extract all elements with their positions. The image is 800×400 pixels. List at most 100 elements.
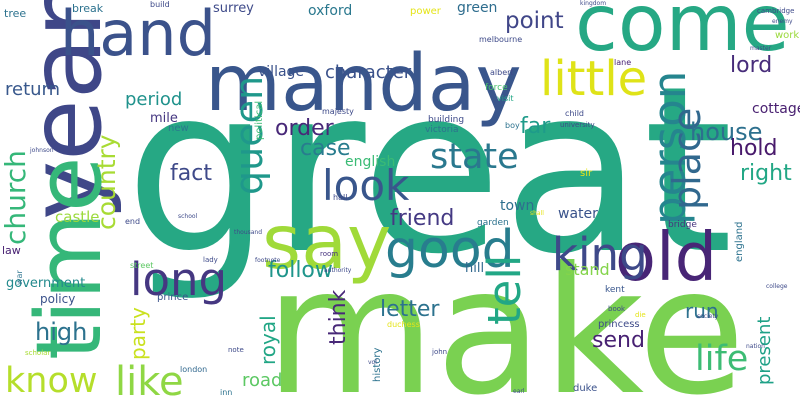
word-character: character: [325, 62, 412, 83]
word-king: king: [552, 228, 648, 281]
word-enemy: enemy: [772, 18, 793, 25]
word-lady: lady: [203, 256, 218, 264]
word-point: point: [505, 8, 564, 34]
word-fact: fact: [170, 161, 212, 186]
word-duchess: duchess: [387, 320, 420, 329]
word-scholar: scholar: [25, 349, 50, 357]
word-society: society: [697, 313, 719, 320]
word-life: life: [695, 339, 748, 379]
word-send: send: [592, 328, 645, 353]
word-town: town: [500, 198, 534, 214]
word-earl: earl: [513, 388, 525, 395]
word-like: like: [115, 359, 184, 400]
word-boy: boy: [505, 121, 520, 130]
word-party: party: [126, 307, 150, 360]
word-look: look: [322, 161, 410, 210]
word-authority: authority: [324, 267, 352, 274]
word-visit: visit: [497, 94, 513, 103]
word-hold: hold: [730, 136, 777, 161]
word-run: run: [685, 299, 719, 323]
word-state: state: [430, 137, 519, 177]
word-john: john: [431, 348, 447, 356]
word-church: church: [0, 150, 32, 245]
word-garden: garden: [477, 218, 509, 228]
word-lord: lord: [730, 53, 772, 78]
word-sir: sir: [580, 168, 593, 179]
word-road: road: [242, 370, 282, 391]
word-shall: shall: [530, 210, 544, 217]
word-great: great: [125, 38, 733, 305]
word-royal: royal: [256, 315, 280, 365]
word-follow: follow: [268, 258, 333, 283]
word-mile: mile: [150, 111, 178, 126]
word-castle: castle: [55, 208, 100, 226]
word-house: house: [690, 118, 762, 146]
word-present: present: [754, 317, 775, 385]
word-bridge: bridge: [668, 220, 697, 230]
word-hand: hand: [60, 0, 216, 70]
word-die: die: [635, 311, 646, 319]
word-master: master: [750, 45, 772, 52]
word-right: right: [740, 161, 792, 186]
word-note: note: [228, 346, 244, 354]
word-work: work: [775, 30, 799, 41]
word-long: long: [130, 253, 227, 306]
word-make: make: [265, 231, 745, 400]
word-building: building: [428, 115, 464, 125]
word-street: street: [130, 261, 153, 270]
word-english: english: [345, 154, 395, 170]
word-policy: policy: [40, 292, 75, 306]
word-majesty: majesty: [322, 107, 354, 116]
word-return: return: [5, 79, 60, 100]
word-order: order: [275, 116, 335, 141]
word-inn: inn: [220, 388, 232, 397]
word-water: water: [558, 206, 598, 222]
word-lane: lane: [614, 58, 631, 67]
word-think: think: [326, 289, 351, 345]
word-war: war: [15, 270, 24, 285]
word-queen: queen: [227, 76, 271, 195]
word-kent: kent: [605, 285, 625, 295]
word-green: green: [457, 0, 497, 16]
word-case: case: [300, 136, 351, 161]
word-tell: tell: [478, 255, 531, 325]
word-say: say: [262, 198, 391, 286]
word-force: force: [485, 83, 508, 93]
word-power: power: [410, 6, 442, 17]
word-child: child: [565, 109, 584, 118]
word-good: good: [385, 220, 515, 280]
word-little: little: [540, 51, 647, 107]
word-victoria: victoria: [425, 125, 459, 135]
word-government: government: [6, 276, 85, 291]
word-melbourne: melbourne: [479, 35, 522, 44]
word-oxford: oxford: [308, 3, 352, 19]
word-college: college: [766, 283, 788, 290]
word-high: high: [35, 318, 87, 346]
word-know: know: [5, 361, 98, 400]
word-england: england: [734, 222, 745, 262]
word-tree: tree: [4, 7, 26, 20]
word-stand: stand: [565, 260, 610, 279]
word-kingdom: kingdom: [580, 0, 606, 7]
word-far: far: [520, 114, 551, 139]
word-end: end: [125, 217, 140, 226]
word-university: university: [560, 121, 595, 129]
word-surrey: surrey: [213, 1, 254, 16]
word-book: book: [608, 305, 626, 313]
word-person: person: [643, 71, 696, 225]
word-friend: friend: [390, 206, 454, 231]
word-time: time: [17, 157, 122, 360]
word-hill: hill: [465, 261, 484, 276]
word-country: country: [92, 134, 121, 230]
word-cambridge: cambridge: [757, 7, 794, 15]
word-new: new: [168, 123, 189, 134]
word-london: london: [180, 365, 207, 374]
word-albert: albert: [490, 68, 514, 77]
word-school: school: [178, 213, 198, 220]
word-manday: manday: [205, 39, 522, 129]
word-hall: hall: [333, 193, 347, 202]
word-period: period: [125, 89, 182, 110]
word-duke: duke: [573, 383, 597, 394]
word-law: law: [2, 244, 21, 257]
